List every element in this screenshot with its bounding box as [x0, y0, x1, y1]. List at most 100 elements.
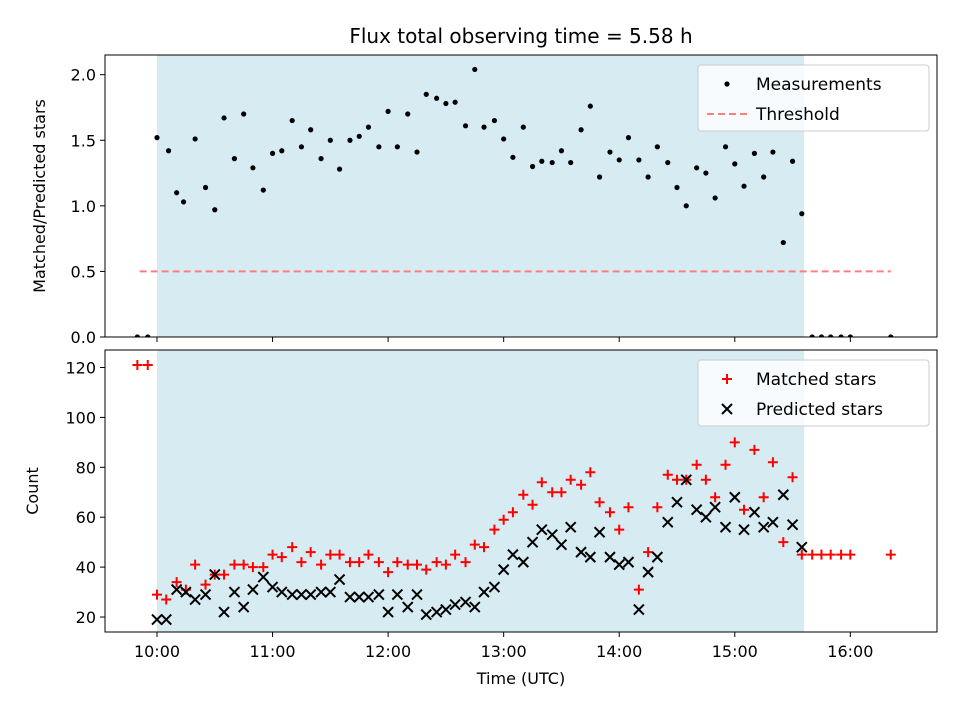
- legend-entry-label: Predicted stars: [756, 400, 883, 420]
- matched-star-point: [825, 549, 836, 560]
- predicted-star-point: [324, 586, 337, 598]
- matched-star-point: [594, 497, 605, 508]
- y-tick-label: 2.0: [71, 66, 96, 85]
- measurement-point: [549, 159, 555, 166]
- measurement-point: [683, 203, 689, 209]
- measurement-point: [645, 174, 651, 180]
- measurement-point: [279, 148, 285, 154]
- matched-star-point: [450, 549, 461, 560]
- predicted-star-point: [373, 588, 385, 601]
- measurement-point: [799, 211, 805, 217]
- matched-star-point: [672, 474, 682, 485]
- predicted-star-point: [304, 588, 317, 601]
- predicted-star-point: [526, 536, 539, 548]
- measurement-point: [809, 334, 815, 337]
- measurement-point: [712, 195, 718, 201]
- legend-predicted-marker: [721, 403, 733, 415]
- legend-entry-label: Threshold: [755, 105, 840, 125]
- measurement-point: [347, 137, 353, 143]
- measurement-point: [180, 199, 187, 205]
- measurement-point: [732, 161, 738, 167]
- predicted-star-point: [160, 613, 172, 626]
- top-legend: Measurements Threshold: [697, 64, 930, 132]
- measurement-point: [491, 117, 498, 124]
- predicted-star-point: [276, 586, 288, 598]
- measurement-point: [578, 127, 584, 133]
- legend-entry-label: Measurements: [756, 75, 882, 95]
- matched-star-point: [556, 487, 567, 498]
- matched-star-point: [498, 514, 509, 525]
- measurement-point: [356, 133, 362, 139]
- x-axis-label: Time (UTC): [476, 669, 565, 688]
- measurement-point: [751, 150, 758, 156]
- measurement-point: [250, 165, 256, 171]
- matched-star-point: [421, 564, 432, 575]
- matched-star-point: [152, 589, 162, 600]
- x-tick-label: 16:00: [827, 642, 873, 661]
- matched-star-point: [720, 459, 731, 470]
- legend-measurement-marker: [724, 81, 730, 87]
- matched-star-point: [710, 492, 721, 503]
- top-y-axis-label: Matched/Predicted stars: [30, 99, 49, 293]
- predicted-star-point: [353, 591, 365, 603]
- predicted-star-point: [440, 603, 452, 616]
- measurement-point: [636, 157, 642, 163]
- predicted-star-point: [209, 568, 221, 581]
- predicted-star-point: [459, 596, 472, 608]
- measurement-point: [414, 149, 420, 155]
- matched-star-point: [373, 557, 384, 568]
- measurement-point: [327, 137, 333, 143]
- predicted-star-point: [411, 588, 423, 601]
- matched-star-point: [229, 559, 240, 570]
- measurement-point: [423, 91, 429, 97]
- predicted-star-point: [295, 588, 308, 601]
- matched-star-point: [267, 549, 278, 560]
- predicted-star-point: [757, 521, 770, 533]
- predicted-star-point: [729, 491, 741, 503]
- matched-star-point: [767, 457, 778, 468]
- predicted-star-point: [662, 516, 674, 528]
- bottom-axes: 20 40 60 80 100 120 10:00 11:00 12:00 13:00 14:00 1…: [23, 349, 938, 688]
- matched-star-point: [604, 507, 615, 518]
- matched-star-point: [489, 524, 500, 535]
- predicted-star-point: [430, 606, 443, 618]
- x-tick-label: 10:00: [134, 642, 180, 661]
- matched-star-point: [247, 562, 258, 573]
- predicted-star-point: [622, 556, 635, 568]
- matched-star-point: [479, 542, 490, 553]
- matched-star-point: [287, 542, 298, 553]
- matched-star-point: [527, 499, 538, 510]
- predicted-star-point: [555, 538, 568, 551]
- measurement-point: [568, 159, 574, 166]
- measurement-point: [336, 166, 343, 172]
- predicted-star-point: [546, 528, 558, 541]
- measurement-point: [318, 156, 324, 162]
- matched-star-point: [623, 502, 634, 513]
- legend-matched-marker: [722, 374, 732, 384]
- matched-star-point: [749, 444, 760, 455]
- predicted-star-point: [151, 613, 163, 626]
- matched-star-point: [662, 469, 673, 480]
- matched-star-point: [547, 487, 558, 498]
- predicted-star-point: [170, 583, 183, 596]
- predicted-star-point: [402, 601, 414, 613]
- matched-star-point: [796, 549, 807, 560]
- matched-star-point: [354, 557, 365, 568]
- measurement-point: [443, 100, 449, 107]
- measurement-point: [770, 149, 776, 155]
- measurement-point: [780, 239, 786, 246]
- predicted-star-point: [604, 551, 616, 563]
- matched-star-point: [845, 549, 856, 560]
- predicted-star-point: [651, 551, 664, 563]
- y-tick-label: 80: [76, 458, 96, 477]
- measurement-point: [269, 150, 276, 156]
- matched-star-point: [585, 467, 596, 478]
- predicted-star-point: [738, 523, 750, 536]
- measurement-point: [231, 156, 238, 162]
- predicted-star-point: [680, 474, 692, 486]
- predicted-star-point: [777, 489, 790, 501]
- matched-star-point: [305, 547, 316, 558]
- top-axes-frame: [104, 54, 938, 338]
- predicted-star-point: [786, 518, 799, 531]
